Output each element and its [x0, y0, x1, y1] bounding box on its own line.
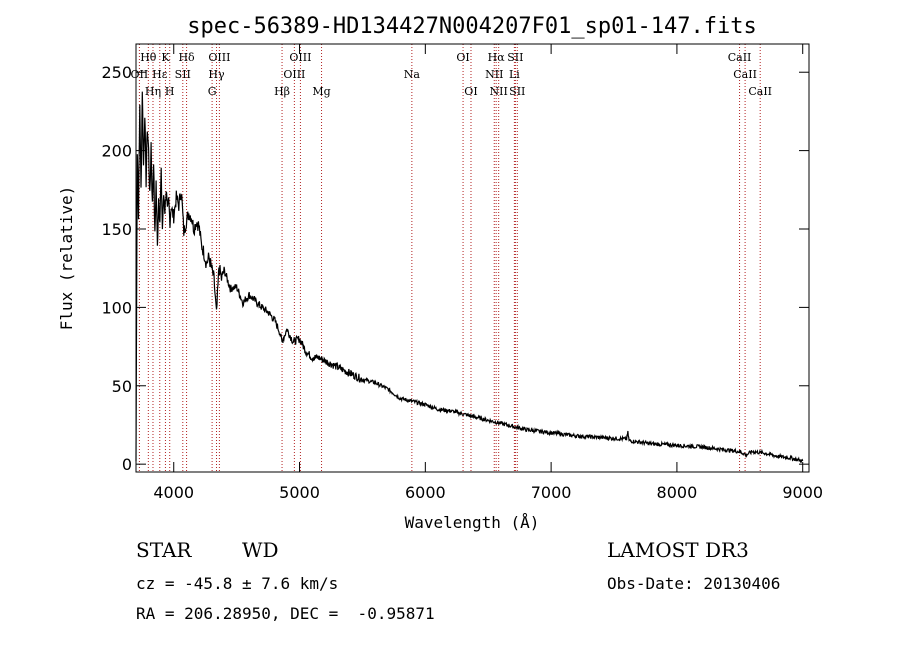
obs-date: Obs-Date: 20130406: [607, 574, 781, 593]
subclass-label: WD: [242, 538, 279, 562]
marker-label-4: OIII: [289, 51, 311, 64]
plot-frame: [135, 43, 810, 473]
marker-label-19: H: [165, 85, 175, 98]
class-label: STAR: [136, 538, 192, 562]
x-tick-label-0: 4000: [153, 483, 194, 502]
marker-label-13: OIII: [283, 68, 305, 81]
marker-label-26: CaII: [748, 85, 772, 98]
marker-label-11: SII: [175, 68, 191, 81]
radec-value: RA = 206.28950, DEC = -0.95871: [136, 604, 435, 623]
spectrum-series-line: [135, 91, 804, 463]
marker-label-1: K: [161, 51, 170, 64]
spectral-line-markers: [138, 44, 761, 472]
marker-label-5: OI: [456, 51, 469, 64]
marker-label-2: Hδ: [178, 51, 195, 64]
cz-value: cz = -45.8 ± 7.6 km/s: [136, 574, 339, 593]
y-tick-label-3: 150: [101, 220, 132, 239]
marker-label-16: Li: [509, 68, 520, 81]
y-tick-label-5: 250: [101, 63, 132, 82]
marker-label-25: SII: [509, 85, 525, 98]
y-axis-label: Flux (relative): [57, 186, 76, 331]
marker-label-14: Na: [404, 68, 421, 81]
marker-label-18: Hη: [145, 85, 161, 98]
y-tick-label-2: 100: [101, 298, 132, 317]
x-axis-label: Wavelength (Å): [405, 513, 540, 532]
y-tick-label-0: 0: [122, 455, 132, 474]
survey-label: LAMOST DR3: [607, 538, 749, 562]
marker-label-21: Hβ: [274, 85, 290, 98]
marker-label-12: Hγ: [208, 68, 225, 81]
marker-label-3: OIII: [208, 51, 230, 64]
marker-label-20: G: [208, 85, 217, 98]
marker-label-22: Mg: [312, 85, 330, 98]
marker-label-9: OII: [131, 68, 149, 81]
x-axis-ticks: 4000 5000 6000 7000 8000 9000: [153, 44, 823, 502]
y-tick-label-4: 200: [101, 142, 132, 161]
x-tick-label-2: 6000: [405, 483, 446, 502]
chart-title: spec-56389-HD134427N004207F01_sp01-147.f…: [187, 14, 757, 39]
marker-label-8: CaII: [728, 51, 752, 64]
marker-label-15: NII: [485, 68, 503, 81]
x-tick-label-4: 8000: [657, 483, 698, 502]
marker-label-10: Hε: [152, 68, 168, 81]
marker-label-7: SII: [507, 51, 523, 64]
y-axis-ticks: 0 50 100 150 200 250: [101, 63, 809, 474]
marker-label-0: Hθ: [140, 51, 157, 64]
marker-label-6: Hα: [488, 51, 506, 64]
marker-label-24: NII: [490, 85, 508, 98]
y-tick-label-1: 50: [112, 377, 132, 396]
marker-label-17: CaII: [733, 68, 757, 81]
marker-label-23: OI: [464, 85, 477, 98]
x-tick-label-5: 9000: [782, 483, 823, 502]
x-tick-label-1: 5000: [279, 483, 320, 502]
x-tick-label-3: 7000: [531, 483, 572, 502]
